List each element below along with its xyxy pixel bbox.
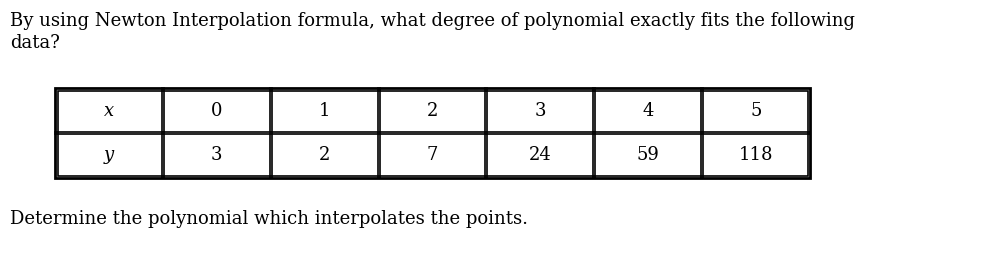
Text: 2: 2 bbox=[319, 146, 331, 164]
Text: 3: 3 bbox=[211, 146, 223, 164]
Text: 59: 59 bbox=[637, 146, 659, 164]
Text: 2: 2 bbox=[427, 102, 439, 120]
Text: y: y bbox=[104, 146, 114, 164]
Text: 1: 1 bbox=[319, 102, 331, 120]
Text: 3: 3 bbox=[535, 102, 546, 120]
Text: 0: 0 bbox=[211, 102, 223, 120]
Text: 24: 24 bbox=[529, 146, 551, 164]
Bar bbox=[55, 88, 810, 178]
Bar bbox=[57, 91, 808, 175]
Text: 5: 5 bbox=[750, 102, 761, 120]
Text: By using Newton Interpolation formula, what degree of polynomial exactly fits th: By using Newton Interpolation formula, w… bbox=[10, 12, 855, 52]
Text: 118: 118 bbox=[739, 146, 773, 164]
Text: Determine the polynomial which interpolates the points.: Determine the polynomial which interpola… bbox=[10, 210, 528, 228]
Text: 7: 7 bbox=[427, 146, 439, 164]
Text: x: x bbox=[104, 102, 114, 120]
Text: 4: 4 bbox=[643, 102, 654, 120]
